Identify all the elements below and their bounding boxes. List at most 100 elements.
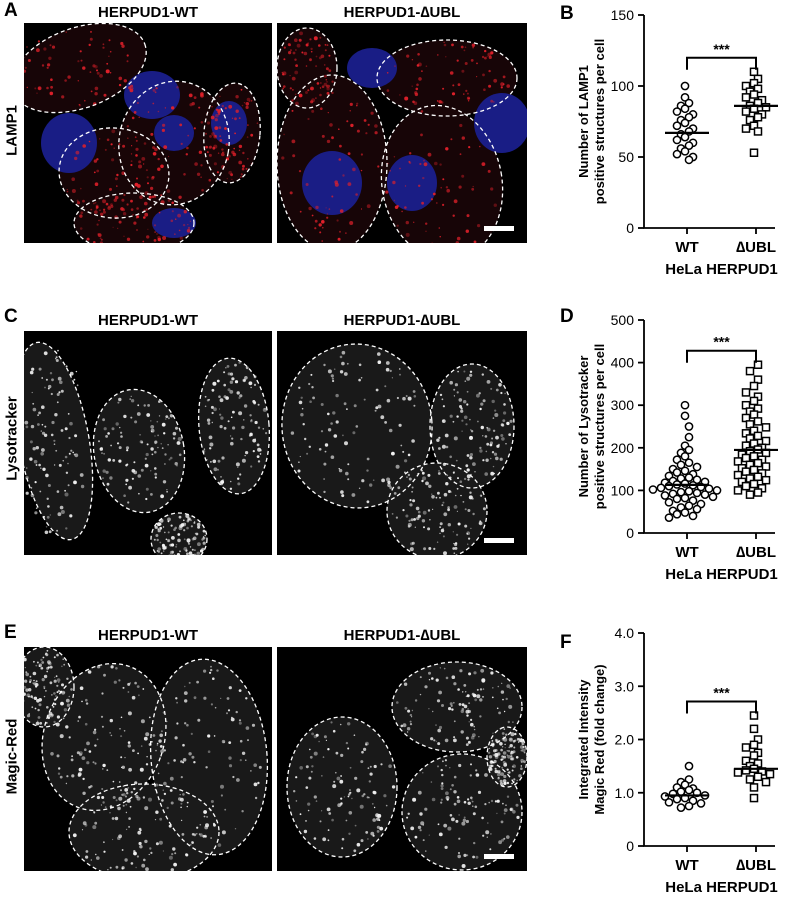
data-point bbox=[709, 493, 716, 500]
column-title-dubl: HERPUD1-∆UBL bbox=[278, 627, 526, 644]
data-point bbox=[767, 771, 774, 778]
data-point bbox=[681, 105, 688, 112]
data-point bbox=[751, 453, 758, 460]
significance-label: *** bbox=[713, 334, 730, 350]
x-axis-label: HeLa HERPUD1 bbox=[665, 566, 778, 583]
data-point bbox=[763, 477, 770, 484]
scatter-chart-d: Number of Lysotrackerpositive structures… bbox=[560, 305, 800, 595]
data-point bbox=[681, 134, 688, 141]
data-point bbox=[681, 119, 688, 126]
data-point bbox=[673, 796, 680, 803]
column-title-dubl: HERPUD1-∆UBL bbox=[278, 4, 526, 21]
micrograph-image bbox=[24, 647, 272, 871]
significance-bracket bbox=[687, 702, 756, 714]
x-axis-label: HeLa HERPUD1 bbox=[665, 879, 778, 896]
y-tick-label: 0 bbox=[626, 220, 634, 236]
micrograph-lamp1-wt bbox=[24, 23, 272, 243]
data-point bbox=[665, 483, 672, 490]
x-category-label: ∆UBL bbox=[736, 857, 776, 874]
x-category-label: WT bbox=[675, 239, 698, 256]
data-point bbox=[751, 149, 758, 156]
x-category-label: ∆UBL bbox=[736, 239, 776, 256]
data-point bbox=[747, 368, 754, 375]
data-point bbox=[735, 472, 742, 479]
data-point bbox=[763, 463, 770, 470]
y-axis-label: Number of Lysotrackerpositive structures… bbox=[576, 344, 607, 509]
y-tick-label: 150 bbox=[611, 7, 635, 23]
micrograph-image bbox=[277, 23, 527, 243]
data-point bbox=[751, 784, 758, 791]
significance-label: *** bbox=[713, 41, 730, 57]
x-category-label: WT bbox=[675, 857, 698, 874]
y-tick-label: 200 bbox=[611, 440, 635, 456]
data-point bbox=[751, 481, 758, 488]
y-tick-label: 3.0 bbox=[615, 678, 635, 694]
panel-letter-e: E bbox=[4, 622, 17, 644]
data-point bbox=[673, 151, 680, 158]
data-point bbox=[693, 489, 700, 496]
data-point bbox=[755, 128, 762, 135]
micrograph-image bbox=[24, 331, 272, 555]
data-point bbox=[681, 82, 688, 89]
micrograph-magicred-dubl bbox=[277, 647, 527, 871]
panel-letter-a: A bbox=[4, 0, 18, 22]
significance-label: *** bbox=[713, 685, 730, 701]
data-point bbox=[673, 511, 680, 518]
data-point bbox=[743, 108, 750, 115]
data-point bbox=[681, 494, 688, 501]
y-axis-label: Integrated IntensityMagic Red (fold chan… bbox=[576, 664, 607, 814]
micrograph-image bbox=[277, 331, 527, 555]
row-label-lysotracker: Lysotracker bbox=[4, 379, 21, 499]
data-point bbox=[685, 459, 692, 466]
x-category-label: ∆UBL bbox=[736, 544, 776, 561]
data-point bbox=[685, 802, 692, 809]
data-point bbox=[697, 800, 704, 807]
data-point bbox=[685, 488, 692, 495]
data-point bbox=[701, 491, 708, 498]
data-point bbox=[763, 424, 770, 431]
significance-bracket bbox=[687, 351, 756, 363]
y-tick-label: 1.0 bbox=[615, 785, 635, 801]
micrograph-image bbox=[24, 23, 272, 243]
y-tick-label: 2.0 bbox=[615, 732, 635, 748]
data-point bbox=[747, 776, 754, 783]
data-point bbox=[735, 458, 742, 465]
significance-bracket bbox=[687, 58, 756, 70]
data-point bbox=[751, 397, 758, 404]
data-point bbox=[755, 489, 762, 496]
data-point bbox=[751, 725, 758, 732]
y-axis-label: Number of LAMP1positive structures per c… bbox=[576, 39, 607, 204]
data-point bbox=[661, 492, 668, 499]
y-tick-label: 500 bbox=[611, 312, 635, 328]
data-point bbox=[677, 804, 684, 811]
scatter-chart-b: Number of LAMP1positive structures per c… bbox=[560, 0, 800, 290]
micrograph-lysotracker-wt bbox=[24, 331, 272, 555]
x-axis-label: HeLa HERPUD1 bbox=[665, 261, 778, 278]
data-point bbox=[685, 434, 692, 441]
y-tick-label: 400 bbox=[611, 355, 635, 371]
data-point bbox=[755, 473, 762, 480]
chart-d: Number of Lysotrackerpositive structures… bbox=[560, 305, 800, 600]
data-point bbox=[693, 463, 700, 470]
data-point bbox=[681, 412, 688, 419]
data-point bbox=[685, 156, 692, 163]
data-point bbox=[649, 486, 656, 493]
x-category-label: WT bbox=[675, 544, 698, 561]
data-point bbox=[681, 402, 688, 409]
data-point bbox=[743, 94, 750, 101]
data-point bbox=[681, 509, 688, 516]
data-point bbox=[755, 773, 762, 780]
data-point bbox=[751, 795, 758, 802]
data-point bbox=[735, 487, 742, 494]
data-point bbox=[657, 484, 664, 491]
data-point bbox=[665, 514, 672, 521]
y-tick-label: 100 bbox=[611, 78, 635, 94]
data-point bbox=[751, 383, 758, 390]
data-point bbox=[743, 483, 750, 490]
data-point bbox=[665, 799, 672, 806]
data-point bbox=[689, 512, 696, 519]
y-tick-label: 4.0 bbox=[615, 625, 635, 641]
axis-lines bbox=[644, 15, 775, 228]
data-point bbox=[685, 423, 692, 430]
column-title-wt: HERPUD1-WT bbox=[24, 312, 272, 329]
